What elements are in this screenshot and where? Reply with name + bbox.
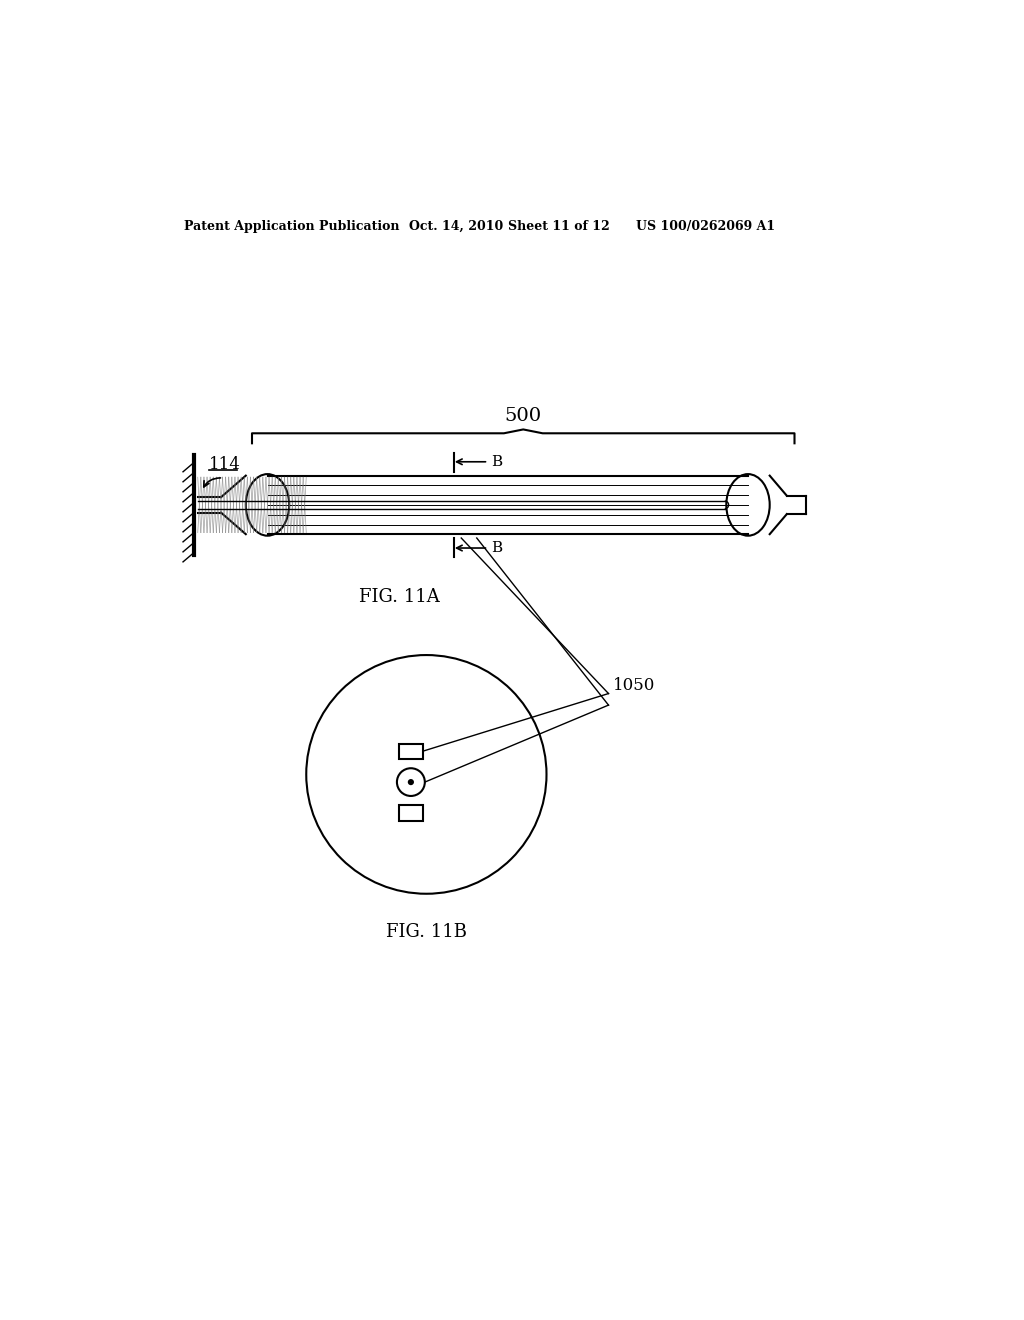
Text: Patent Application Publication: Patent Application Publication	[183, 219, 399, 232]
Text: B: B	[490, 541, 502, 554]
Ellipse shape	[726, 474, 770, 536]
Bar	[267, 475, 748, 535]
Circle shape	[408, 779, 414, 785]
Text: FIG. 11B: FIG. 11B	[386, 923, 467, 941]
Text: Oct. 14, 2010: Oct. 14, 2010	[409, 219, 503, 232]
Text: US 100/0262069 A1: US 100/0262069 A1	[636, 219, 775, 232]
Text: 1050: 1050	[613, 677, 655, 694]
Bar	[399, 805, 423, 821]
Bar	[399, 743, 423, 759]
Text: B: B	[490, 455, 502, 469]
Circle shape	[397, 768, 425, 796]
Text: FIG. 11A: FIG. 11A	[358, 589, 439, 606]
Text: Sheet 11 of 12: Sheet 11 of 12	[508, 219, 609, 232]
Circle shape	[306, 655, 547, 894]
Text: 114: 114	[209, 455, 242, 473]
Ellipse shape	[246, 474, 289, 536]
Text: 500: 500	[505, 407, 542, 425]
